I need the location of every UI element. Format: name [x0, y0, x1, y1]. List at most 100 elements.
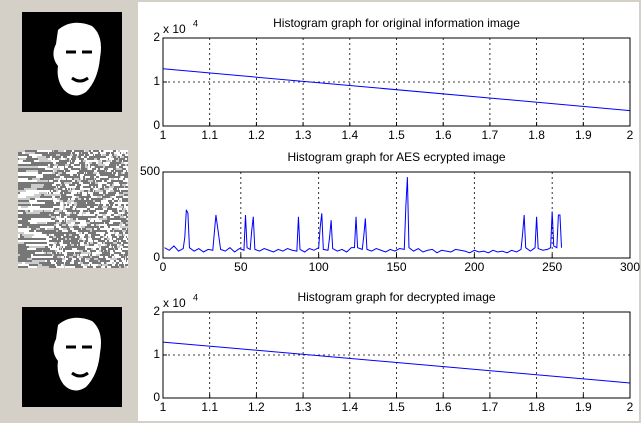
- noise-pixel: [104, 158, 108, 160]
- noise-pixel: [84, 244, 88, 246]
- noise-pixel: [57, 218, 61, 220]
- noise-pixel: [46, 238, 48, 240]
- noise-pixel: [74, 162, 75, 164]
- noise-pixel: [61, 168, 64, 170]
- noise-pixel: [86, 202, 87, 204]
- noise-pixel: [26, 190, 35, 192]
- noise-pixel: [59, 216, 60, 218]
- noise-pixel: [124, 226, 128, 228]
- noise-pixel: [123, 262, 126, 264]
- noise-pixel: [123, 208, 126, 210]
- noise-pixel: [45, 228, 47, 230]
- noise-pixel: [110, 196, 112, 198]
- noise-pixel: [60, 196, 61, 198]
- noise-pixel: [127, 202, 128, 204]
- noise-pixel: [107, 266, 111, 268]
- noise-pixel: [76, 218, 78, 220]
- noise-pixel: [42, 190, 50, 192]
- noise-pixel: [123, 234, 125, 236]
- noise-pixel: [107, 212, 110, 214]
- noise-pixel: [91, 224, 94, 226]
- noise-pixel: [67, 162, 70, 164]
- noise-pixel: [98, 260, 100, 262]
- noise-pixel: [56, 216, 59, 218]
- noise-pixel: [86, 228, 89, 230]
- noise-pixel: [63, 206, 65, 208]
- noise-pixel: [88, 180, 91, 182]
- noise-pixel: [18, 178, 28, 180]
- noise-pixel: [56, 230, 58, 232]
- noise-pixel: [65, 250, 67, 252]
- noise-pixel: [34, 194, 41, 196]
- noise-pixel: [92, 160, 96, 162]
- noise-pixel: [106, 156, 109, 158]
- noise-pixel: [117, 198, 118, 200]
- axes-box: [162, 171, 631, 259]
- noise-pixel: [100, 168, 104, 170]
- noise-pixel: [59, 220, 62, 222]
- noise-pixel: [18, 160, 23, 162]
- noise-pixel: [69, 158, 70, 160]
- noise-pixel: [30, 202, 35, 204]
- noise-pixel: [110, 232, 114, 234]
- noise-pixel: [85, 150, 89, 152]
- noise-pixel: [54, 224, 56, 226]
- noise-pixel: [59, 174, 60, 176]
- noise-pixel: [78, 160, 80, 162]
- noise-pixel: [114, 262, 116, 264]
- noise-pixel: [69, 204, 72, 206]
- noise-pixel: [81, 210, 83, 212]
- noise-pixel: [117, 220, 118, 222]
- noise-pixel: [87, 250, 90, 252]
- noise-pixel: [55, 210, 58, 212]
- y-exponent: 4: [193, 18, 198, 28]
- x-tick-label: 1.9: [575, 128, 592, 142]
- noise-pixel: [102, 206, 104, 208]
- noise-pixel: [84, 232, 88, 234]
- noise-pixel: [49, 180, 50, 182]
- noise-pixel: [54, 200, 57, 202]
- noise-pixel: [80, 188, 84, 190]
- noise-pixel: [47, 228, 50, 230]
- noise-pixel: [110, 238, 111, 240]
- x-tick-label: 1.7: [482, 128, 499, 142]
- noise-pixel: [28, 240, 41, 242]
- noise-pixel: [121, 242, 123, 244]
- noise-pixel: [116, 164, 117, 166]
- noise-pixel: [70, 224, 74, 226]
- noise-pixel: [49, 242, 50, 244]
- noise-pixel: [60, 168, 61, 170]
- noise-pixel: [97, 202, 98, 204]
- noise-pixel: [85, 178, 86, 180]
- noise-pixel: [98, 184, 102, 186]
- chart-title: Histogram graph for AES ecrypted image: [287, 150, 505, 164]
- noise-pixel: [99, 150, 101, 152]
- noise-pixel: [81, 232, 82, 234]
- noise-pixel: [38, 166, 47, 168]
- noise-pixel: [90, 220, 94, 222]
- noise-pixel: [89, 228, 92, 230]
- noise-pixel: [115, 234, 118, 236]
- noise-pixel: [110, 252, 114, 254]
- noise-pixel: [80, 190, 84, 192]
- noise-pixel: [111, 186, 114, 188]
- noise-pixel: [48, 152, 49, 154]
- noise-pixel: [94, 258, 98, 260]
- noise-pixel: [68, 224, 69, 226]
- noise-pixel: [110, 190, 114, 192]
- noise-pixel: [64, 254, 67, 256]
- noise-pixel: [25, 156, 27, 158]
- noise-pixel: [70, 242, 71, 244]
- noise-pixel: [114, 154, 117, 156]
- noise-pixel: [75, 178, 79, 180]
- noise-pixel: [96, 178, 100, 180]
- noise-pixel: [98, 164, 102, 166]
- noise-pixel: [121, 176, 124, 178]
- noise-pixel: [104, 200, 108, 202]
- noise-pixel: [51, 216, 55, 218]
- noise-pixel: [71, 222, 72, 224]
- noise-pixel: [66, 204, 67, 206]
- noise-pixel: [63, 188, 65, 190]
- noise-pixel: [116, 156, 118, 158]
